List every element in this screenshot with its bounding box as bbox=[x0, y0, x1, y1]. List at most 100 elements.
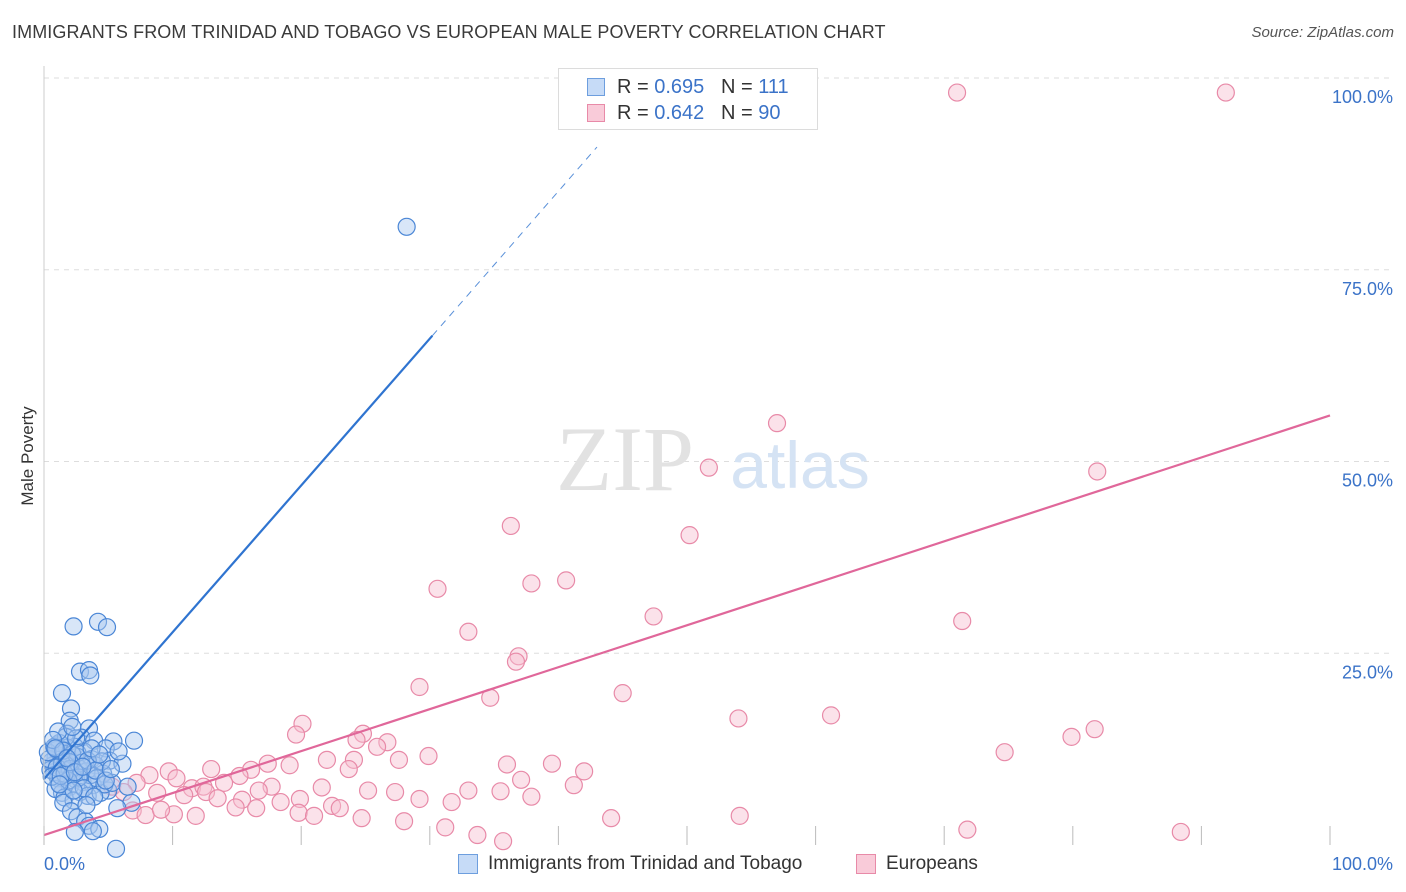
europeans-point bbox=[468, 825, 487, 845]
europeans-point bbox=[602, 809, 621, 828]
axes: 100.0% 75.0% 50.0% 25.0% 0.0% 100.0% bbox=[43, 66, 1393, 874]
europeans-point bbox=[304, 806, 324, 825]
europeans-point bbox=[317, 750, 337, 769]
europeans-point bbox=[522, 574, 541, 593]
europeans-point bbox=[542, 754, 562, 773]
chart-title: IMMIGRANTS FROM TRINIDAD AND TOBAGO VS E… bbox=[12, 22, 886, 42]
europeans-point bbox=[767, 414, 787, 433]
europeans-point bbox=[339, 759, 358, 779]
europeans-point bbox=[208, 789, 227, 808]
legend-n-label: N = bbox=[720, 76, 753, 98]
europeans-point bbox=[436, 818, 455, 837]
europeans-point bbox=[459, 781, 478, 800]
europeans-point bbox=[575, 762, 594, 781]
europeans-point bbox=[385, 782, 405, 802]
europeans-point bbox=[494, 832, 513, 851]
europeans-point bbox=[442, 792, 461, 812]
europeans-point bbox=[136, 805, 155, 825]
europeans-point bbox=[1171, 822, 1190, 842]
europeans-point bbox=[367, 737, 387, 756]
trinidad-tobago-point bbox=[70, 662, 90, 681]
legend-r-value: 0.695 bbox=[654, 76, 705, 98]
trinidad-tobago-point bbox=[109, 742, 128, 761]
europeans-point bbox=[506, 652, 526, 671]
europeans-point bbox=[290, 789, 310, 809]
trinidad-tobago-trend-extension bbox=[431, 146, 598, 337]
europeans-point bbox=[410, 677, 429, 697]
europeans-point bbox=[821, 706, 841, 725]
trinidad-tobago-point bbox=[50, 775, 69, 794]
trinidad-tobago-trend-line bbox=[43, 334, 434, 780]
europeans-point bbox=[186, 806, 205, 825]
trinidad-tobago-point bbox=[83, 822, 102, 841]
europeans-point bbox=[564, 776, 583, 795]
europeans-point bbox=[202, 759, 221, 779]
europeans-point bbox=[1062, 727, 1081, 746]
europeans-point bbox=[729, 709, 748, 728]
y-tick-label: 50.0% bbox=[1342, 471, 1393, 491]
europeans-point bbox=[497, 755, 517, 774]
trinidad-tobago-point bbox=[73, 757, 92, 776]
europeans-point bbox=[271, 792, 290, 812]
bottom-legend-europeans: Europeans bbox=[856, 852, 996, 876]
bottom-legend-swatch-blue bbox=[458, 854, 478, 874]
bottom-legend-trinidad-tobago: Immigrants from Trinidad and Tobago bbox=[458, 852, 838, 876]
legend-swatch-pink bbox=[587, 104, 605, 122]
europeans-trend-line bbox=[43, 414, 1331, 837]
europeans-point bbox=[280, 756, 299, 775]
europeans-point bbox=[247, 799, 266, 818]
trinidad-tobago-point bbox=[101, 759, 120, 779]
europeans-point bbox=[389, 750, 409, 769]
trinidad-tobago-point bbox=[106, 839, 126, 858]
europeans-point bbox=[347, 730, 366, 750]
europeans-point bbox=[358, 781, 378, 800]
grid-layer bbox=[44, 77, 1392, 654]
europeans-point bbox=[344, 750, 364, 769]
trinidad-tobago-point bbox=[96, 771, 115, 790]
source-credit: Source: ZipAtlas.com bbox=[1251, 24, 1394, 41]
europeans-point bbox=[330, 799, 349, 818]
trinidad-tobago-point bbox=[97, 618, 117, 637]
europeans-point bbox=[419, 746, 438, 766]
trinidad-tobago-point bbox=[68, 743, 87, 763]
europeans-point bbox=[459, 622, 478, 641]
europeans-point bbox=[226, 798, 245, 817]
europeans-point bbox=[512, 770, 531, 789]
europeans-point bbox=[428, 579, 447, 598]
europeans-point bbox=[151, 800, 171, 819]
watermark: ZIP atlas bbox=[556, 408, 870, 510]
trinidad-tobago-point bbox=[52, 684, 72, 703]
x-tick-label: 100.0% bbox=[1332, 854, 1393, 874]
y-tick-label: 25.0% bbox=[1342, 662, 1393, 682]
trinidad-tobago-point bbox=[118, 777, 137, 796]
europeans-point bbox=[958, 820, 977, 839]
trinidad-tobago-point bbox=[58, 749, 77, 768]
trinidad-tobago-point bbox=[77, 796, 96, 815]
trinidad-tobago-point bbox=[46, 739, 65, 758]
trinidad-tobago-point bbox=[81, 666, 100, 685]
trinidad-tobago-point bbox=[88, 612, 108, 631]
y-axis-label: Male Poverty bbox=[18, 406, 37, 506]
legend-r-label: R = bbox=[617, 76, 649, 98]
trinidad-tobago-point bbox=[67, 729, 86, 748]
trinidad-tobago-point bbox=[63, 717, 82, 736]
europeans-point bbox=[1088, 462, 1107, 481]
watermark-zip: ZIP bbox=[556, 408, 694, 510]
europeans-point bbox=[522, 787, 541, 806]
europeans-point bbox=[289, 803, 308, 822]
bottom-legend-label-trinidad-tobago: Immigrants from Trinidad and Tobago bbox=[488, 853, 803, 874]
legend-n-value: 90 bbox=[758, 102, 781, 124]
trinidad-tobago-points bbox=[38, 217, 416, 858]
trinidad-tobago-point bbox=[65, 822, 84, 842]
europeans-point bbox=[378, 733, 397, 752]
europeans-point bbox=[394, 812, 414, 831]
europeans-point bbox=[286, 725, 306, 744]
europeans-point bbox=[312, 778, 331, 797]
europeans-point bbox=[953, 611, 972, 631]
europeans-point bbox=[159, 762, 178, 781]
legend-r-value: 0.642 bbox=[654, 102, 705, 124]
legend-text-trinidad-tobago: R = 0.695 N = 111 bbox=[617, 75, 789, 99]
trinidad-tobago-point bbox=[124, 731, 144, 750]
europeans-point bbox=[1085, 720, 1104, 739]
